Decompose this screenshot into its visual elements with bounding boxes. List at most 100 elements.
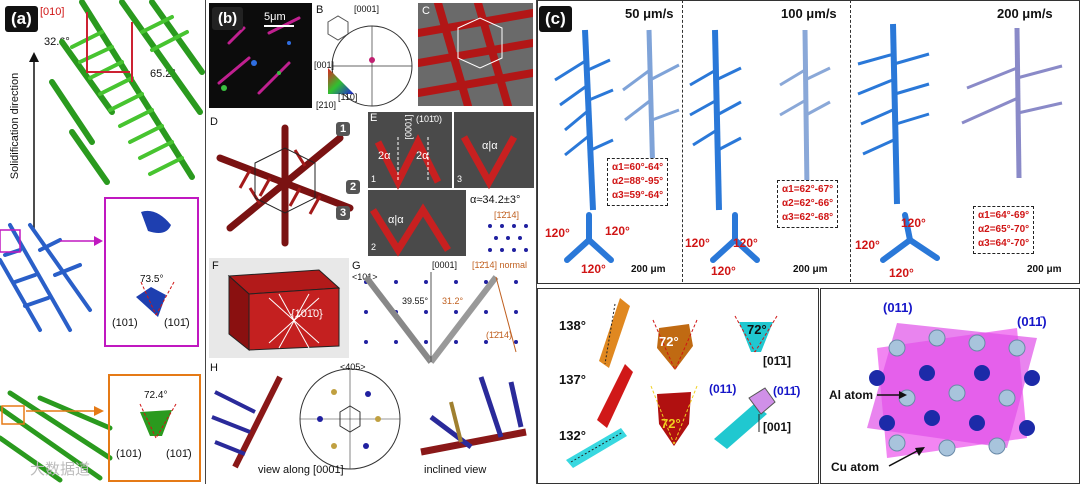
blue-particle-top — [141, 210, 171, 233]
angle-box-200: α1=64°-69° α2=65°-70° α3=64°-70° — [973, 206, 1035, 254]
red-needle — [597, 364, 633, 428]
plane-101-a: (101) — [112, 317, 138, 329]
scale-50: 200 μm — [631, 264, 666, 275]
speed-50: 50 μm/s — [625, 6, 674, 21]
angle-73: 73.5° — [140, 274, 164, 285]
e-0001: [0001] — [403, 114, 414, 140]
scale-bar — [264, 25, 294, 27]
angle-box-50: α1=60°-64° α2=88°-95° α3=59°-64° — [607, 158, 669, 206]
e-num-1: 1 — [371, 174, 377, 184]
scale-200: 200 μm — [1027, 264, 1062, 275]
plane-10m1-b: (101̄) — [166, 448, 192, 460]
divider-a-b — [205, 0, 206, 484]
sub-f: F — [212, 260, 219, 272]
red-crystals — [418, 3, 533, 106]
e-lattice — [488, 224, 528, 252]
tri-dendrite-200 — [880, 212, 940, 263]
e3-chevrons — [460, 135, 518, 190]
c100-120-a: 120° — [685, 236, 710, 250]
h-right-dendrites — [420, 376, 527, 456]
d-label-3: 3 — [336, 206, 351, 220]
e-alpha: α≈34.2±3° — [470, 194, 521, 206]
g-0001: [0001] — [432, 260, 458, 270]
orange-particle — [652, 319, 698, 371]
cu-atom-label: Cu atom — [831, 460, 879, 474]
p01m1-left: (011̄) — [773, 384, 801, 398]
box200-a2: α2=65°-70° — [978, 224, 1030, 235]
box200-a1: α1=64°-69° — [978, 210, 1030, 221]
angle-box-100: α1=62°-67° α2=62°-66° α3=62°-68° — [777, 180, 839, 228]
g-lattice — [363, 272, 518, 364]
ipf-triangle — [328, 68, 354, 94]
panel-c: (c) 50 μm/s 100 μm/s 200 μm/s α1=60°-64°… — [537, 0, 1080, 484]
direction-010: [010] — [40, 6, 65, 18]
dendrite-100a — [689, 29, 742, 211]
dendrite-200b — [961, 27, 1063, 179]
image-f: F {101̄0} — [209, 258, 349, 358]
angle-72-cyan: 72° — [747, 322, 767, 337]
d-label-1: 1 — [336, 122, 351, 136]
panel-b: (b) 5μm B [0001] [001] [110] [210] C D — [206, 0, 536, 484]
cu-arrow — [888, 447, 925, 467]
c200-120-a: 120° — [901, 216, 926, 230]
box50-a2: α2=88°-95° — [612, 176, 664, 187]
d-label-2: 2 — [346, 180, 361, 194]
dir-0m11: [01̄1] — [763, 354, 792, 368]
box50-a3: α3=59°-64° — [612, 190, 664, 201]
panel-c-label: (c) — [539, 6, 572, 32]
e2-aa: α|α — [388, 214, 404, 226]
b-0001: [0001] — [354, 4, 380, 14]
plane-101-b: (101) — [116, 448, 142, 460]
sub-d: D — [210, 116, 218, 128]
e3-aa: α|α — [482, 140, 498, 152]
ebsd-micrograph: (b) 5μm — [209, 3, 312, 108]
box200-a3: α3=64°-70° — [978, 238, 1030, 249]
image-c: C — [418, 3, 533, 106]
c50-120-c: 120° — [581, 262, 606, 276]
e-num-2: 2 — [371, 242, 377, 252]
green-particle — [139, 403, 177, 439]
scale-5um: 5μm — [264, 11, 286, 23]
h-left-dendrites — [211, 375, 283, 469]
sub-h: H — [210, 362, 218, 374]
angle-72-orange: 72° — [659, 334, 679, 349]
c100-120-b: 120° — [733, 236, 758, 250]
e-2a-left: 2α — [378, 150, 391, 162]
e-plane: (101̄0) — [416, 114, 443, 124]
image-e1: E [0001] (101̄0) 2α 2α 1 — [368, 112, 452, 190]
ipf-210: [210] — [316, 100, 337, 110]
divider-b-c — [536, 0, 537, 484]
cyan-block — [714, 387, 776, 449]
box50-a1: α1=60°-64° — [612, 162, 664, 173]
c200-120-c: 120° — [889, 266, 914, 280]
speed-200: 200 μm/s — [997, 6, 1053, 21]
g-angle2: 31.2° — [442, 296, 464, 306]
c100-120-c: 120° — [711, 264, 736, 278]
h-stereogram — [299, 368, 401, 470]
panel-b-label: (b) — [212, 7, 244, 30]
angle-132: 132° — [559, 428, 586, 443]
h-view2: inclined view — [424, 464, 487, 476]
sub-c: C — [422, 5, 430, 17]
e2-chevrons — [370, 203, 451, 257]
tri-dendrite-100 — [710, 212, 760, 263]
blue-particle-bottom — [136, 281, 175, 317]
g-101: <101> — [352, 272, 378, 282]
red-particle — [650, 385, 698, 446]
panel-a-label: (a) — [5, 6, 38, 32]
orange-needle — [599, 298, 630, 368]
g-angle1: 39.55° — [402, 296, 429, 306]
angle-138: 138° — [559, 318, 586, 333]
angle-137: 137° — [559, 372, 586, 387]
h-405: <405> — [340, 362, 366, 372]
green-dendrites-top — [49, 0, 205, 185]
c50-120-b: 120° — [605, 224, 630, 238]
g-plane: (1̄2̄14) — [486, 330, 513, 340]
tri-dendrite-50 — [564, 212, 614, 263]
box100-a2: α2=62°-66° — [782, 198, 834, 209]
solidification-arrow — [29, 52, 39, 232]
al-arrow — [877, 391, 907, 399]
p01m1-right: (011̄) — [1017, 314, 1047, 329]
magenta-zoom-marker — [0, 229, 103, 253]
green-dendrites-bottom — [0, 390, 113, 483]
